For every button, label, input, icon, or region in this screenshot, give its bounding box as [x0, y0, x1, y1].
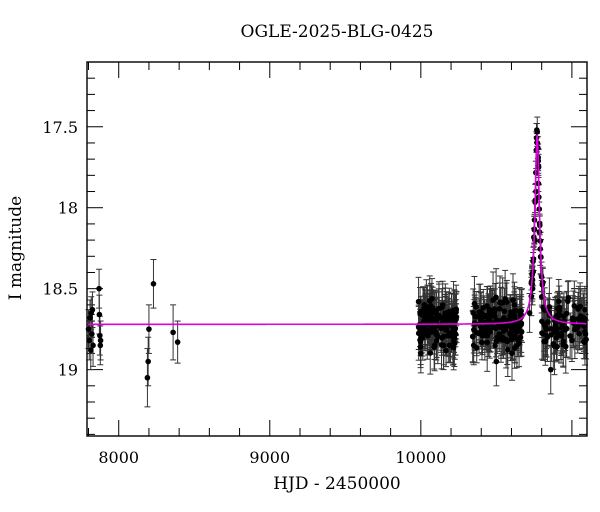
- error-bars: [85, 116, 590, 408]
- y-tick-label: 18.5: [42, 280, 78, 299]
- plot-frame: [86, 61, 588, 437]
- chart-title: OGLE-2025-BLG-0425: [240, 22, 434, 42]
- x-tick-label: 8000: [98, 448, 139, 467]
- x-tick-label: 9000: [249, 448, 290, 467]
- axis-ticks: [87, 62, 587, 436]
- y-tick-label: 17.5: [42, 118, 78, 137]
- y-tick-label: 19: [58, 361, 78, 380]
- model-curve: [87, 134, 588, 326]
- x-tick-label: 10000: [395, 448, 446, 467]
- data-points: [85, 127, 589, 381]
- tick-labels: 8000 9000 10000 17.5 18 18.5 19: [42, 118, 446, 467]
- x-axis-label: HJD - 2450000: [273, 474, 401, 494]
- y-tick-label: 18: [58, 199, 78, 218]
